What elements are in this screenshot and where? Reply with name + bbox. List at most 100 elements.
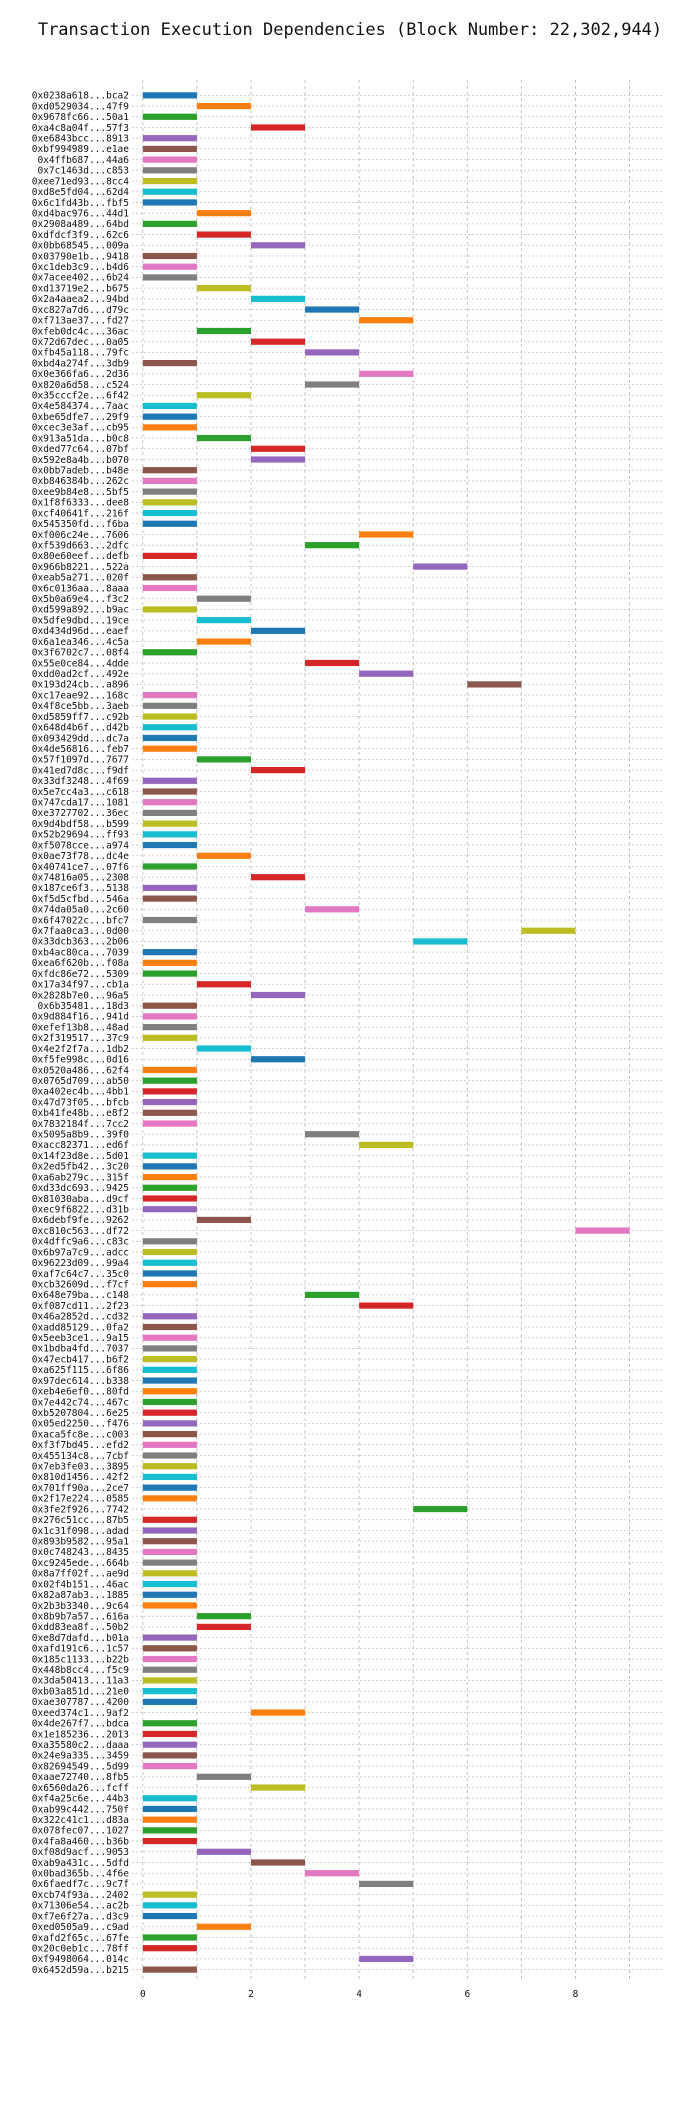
- y-tick-label: 0xd8e5fd04...62d4: [32, 187, 130, 198]
- tx-bar: [196, 231, 251, 238]
- y-tick-label: 0x7acee402...6b24: [32, 273, 130, 284]
- y-tick-label: 0x03790e1b...9418: [32, 251, 130, 262]
- y-tick-label: 0xb4ac80ca...7039: [32, 947, 130, 958]
- y-tick-label: 0x47d73f05...bfcb: [32, 1097, 130, 1108]
- tx-bar: [142, 1398, 197, 1406]
- tx-bar: [142, 402, 197, 410]
- tx-bar: [250, 766, 306, 774]
- x-tick-label: 8: [573, 1989, 579, 2000]
- tx-bar: [250, 445, 306, 452]
- tx-bar: [142, 156, 197, 163]
- y-tick-label: 0x46a2852d...cd32: [32, 1312, 129, 1323]
- y-tick-label: 0x6faedf7c...9c7f: [32, 1879, 129, 1890]
- tx-bar: [142, 1655, 197, 1663]
- tx-bar: [250, 1784, 306, 1791]
- y-tick-label: 0x41ed7d8c...f9df: [32, 765, 129, 776]
- tx-bar: [196, 210, 251, 217]
- tx-bar: [142, 1195, 197, 1202]
- y-tick-label: 0x193d24cb...a896: [32, 680, 130, 691]
- y-tick-label: 0x82a87ab3...1885: [32, 1590, 129, 1601]
- tx-bar: [142, 552, 197, 559]
- tx-bar: [142, 1366, 197, 1373]
- tx-bar: [196, 1216, 251, 1224]
- tx-bar: [359, 1141, 414, 1149]
- y-tick-label: 0x35cccf2e...6f42: [32, 391, 129, 402]
- y-tick-label: 0x5095a8b9...39f0: [32, 1130, 130, 1141]
- tx-bar: [250, 874, 306, 881]
- tx-bar: [142, 1752, 197, 1759]
- y-tick-label: 0xbd4a274f...3db9: [32, 358, 130, 369]
- tx-bar: [142, 1945, 197, 1952]
- tx-bar: [142, 820, 197, 827]
- tx-bar: [142, 1238, 197, 1245]
- y-tick-label: 0x448b8cc4...f5c9: [32, 1665, 130, 1676]
- tx-bar: [142, 916, 197, 924]
- tx-bar: [142, 949, 197, 956]
- y-tick-label: 0x2908a489...64bd: [32, 219, 129, 230]
- tx-bar: [142, 488, 197, 495]
- tx-bar: [250, 295, 306, 302]
- y-tick-label: 0x276c51cc...87b5: [32, 1515, 129, 1526]
- tx-bar: [142, 1966, 197, 1973]
- y-tick-label: 0x4e584374...7aac: [32, 401, 129, 412]
- tx-bar: [250, 627, 306, 634]
- y-tick-label: 0xcb32609d...f7cf: [32, 1279, 129, 1290]
- y-tick-label: 0x17a34f97...cb1a: [32, 980, 129, 991]
- y-tick-label: 0x8b9b7a57...616a: [32, 1611, 129, 1622]
- y-tick-label: 0x6f47022c...bfc7: [32, 915, 129, 926]
- y-tick-label: 0x4de267f7...bdca: [32, 1719, 129, 1730]
- y-tick-label: 0x33df3248...4f69: [32, 776, 130, 787]
- tx-bar: [142, 1795, 197, 1802]
- y-tick-label: 0xa35580c2...daaa: [32, 1740, 129, 1751]
- y-tick-label: 0x8a7ff02f...ae9d: [32, 1569, 129, 1580]
- tx-bar: [142, 584, 197, 592]
- y-tick-label: 0xeed374c1...9af2: [32, 1708, 129, 1719]
- tx-bar: [196, 1613, 251, 1620]
- y-tick-label: 0xfeb0dc4c...36ac: [32, 326, 129, 337]
- y-tick-label: 0xea6f620b...f08a: [32, 958, 129, 969]
- tx-bar: [359, 317, 414, 324]
- y-tick-label: 0xd599a892...b9ac: [32, 605, 129, 616]
- y-tick-label: 0xf5078cce...a974: [32, 840, 130, 851]
- y-tick-label: 0x4ffb687...44a6: [37, 155, 129, 166]
- tx-bar: [142, 1163, 197, 1170]
- tx-bar: [359, 1302, 414, 1309]
- tx-bar: [359, 1955, 414, 1962]
- y-tick-label: 0x6452d59a...b215: [32, 1965, 129, 1976]
- tx-bar: [521, 927, 576, 934]
- tx-bar: [142, 135, 197, 142]
- y-tick-label: 0xf539d663...2dfc: [32, 540, 129, 551]
- y-tick-label: 0x7eb3fe03...3895: [32, 1462, 129, 1473]
- tx-bar: [142, 1323, 197, 1331]
- tx-bar: [142, 1730, 197, 1738]
- tx-bar: [142, 1452, 197, 1459]
- tx-bar: [142, 1120, 197, 1127]
- x-tick-label: 6: [464, 1989, 470, 2000]
- y-tick-label: 0x187ce6f3...5138: [32, 883, 130, 894]
- tx-bar: [142, 499, 197, 506]
- tx-bar: [142, 1281, 197, 1288]
- tx-bar: [142, 702, 197, 709]
- y-tick-label: 0xf7e6f27a...d3c9: [32, 1911, 130, 1922]
- tx-bar: [142, 1538, 197, 1545]
- tx-bar: [142, 1741, 197, 1748]
- y-tick-label: 0x5b0a69e4...f3c2: [32, 594, 129, 605]
- tx-bar: [142, 1334, 197, 1341]
- y-tick-label: 0xf087cd11...2f23: [32, 1301, 129, 1312]
- tx-bar: [142, 959, 197, 966]
- tx-bar: [142, 1173, 197, 1181]
- y-tick-label: 0x47ecb417...b6f2: [32, 1354, 129, 1365]
- tx-bar: [196, 756, 251, 763]
- y-tick-label: 0xdd83ea8f...50b2: [32, 1622, 129, 1633]
- x-tick-label: 2: [248, 1989, 254, 2000]
- tx-bar: [305, 1870, 360, 1877]
- y-tick-label: 0xe3727702...36ec: [32, 808, 129, 819]
- y-tick-label: 0x0bad365b...4f6e: [32, 1869, 130, 1880]
- tx-bar: [142, 1645, 197, 1652]
- y-tick-label: 0xf713ae37...fd27: [32, 316, 129, 327]
- tx-bar: [142, 1484, 197, 1491]
- tx-bar: [142, 1548, 197, 1556]
- y-tick-label: 0xd4bac976...44d1: [32, 208, 130, 219]
- y-tick-label: 0x6b35481...18d3: [37, 1001, 129, 1012]
- tx-bar: [196, 285, 251, 292]
